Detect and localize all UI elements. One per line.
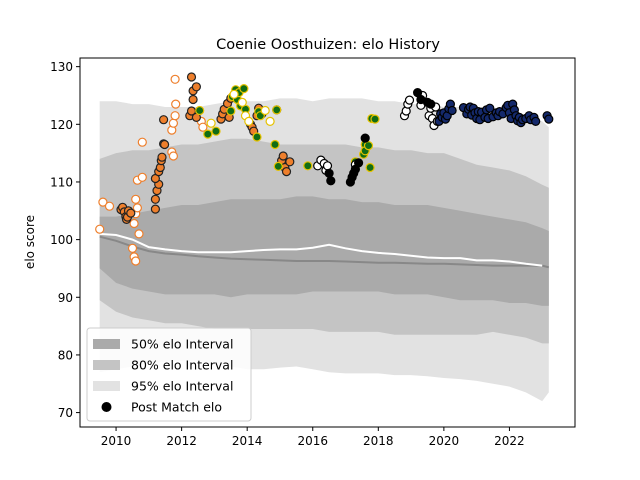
post-match-point	[203, 129, 213, 139]
x-tick-label: 2014	[232, 434, 263, 448]
post-match-point	[404, 95, 415, 105]
legend-label: Post Match elo	[131, 400, 222, 415]
legend-swatch	[93, 339, 120, 349]
legend-label: 95% elo Interval	[131, 379, 233, 394]
x-tick-label: 2020	[429, 434, 460, 448]
post-match-point	[237, 97, 247, 108]
post-match-point	[447, 105, 457, 116]
interval-bands	[99, 98, 549, 402]
post-match-point	[206, 118, 216, 128]
post-match-point	[303, 161, 313, 171]
post-match-point	[186, 72, 197, 82]
post-match-point	[137, 137, 147, 147]
post-match-point	[354, 158, 364, 168]
post-match-point	[281, 167, 292, 177]
legend: 50% elo Interval 80% elo Interval 95% elo …	[86, 327, 252, 422]
x-tick-label: 2010	[101, 434, 132, 448]
post-match-point	[191, 82, 201, 92]
average-elo-line	[99, 232, 543, 267]
plot-area	[79, 57, 576, 428]
post-match-point	[198, 122, 208, 132]
legend-box	[86, 327, 252, 422]
post-match-point	[211, 126, 221, 136]
post-match-point	[363, 141, 374, 151]
chart-title: Coenie Oosthuizen: elo History	[216, 37, 440, 53]
band-50	[99, 196, 549, 306]
post-match-point	[150, 204, 160, 214]
post-match-point	[531, 116, 541, 127]
post-match-point	[229, 89, 239, 99]
post-match-point	[95, 224, 105, 234]
elo-lines	[99, 232, 550, 269]
y-axis-label: elo score	[23, 215, 37, 269]
y-tick-label: 80	[58, 348, 73, 362]
x-tick-label: 2012	[166, 434, 197, 448]
post-match-point	[326, 176, 336, 186]
post-match-point	[150, 194, 160, 204]
post-match-point	[104, 201, 115, 211]
legend-items: 50% elo Interval 80% elo Interval 95% elo …	[93, 337, 233, 415]
post-match-point	[272, 105, 282, 115]
legend-label: 50% elo Interval	[131, 337, 233, 352]
x-axis: 2010 2012 2014 2016 2018 2020 2022	[101, 427, 525, 448]
legend-swatch	[93, 381, 120, 391]
post-match-point	[137, 172, 147, 182]
y-tick-label: 70	[58, 406, 73, 420]
post-match-point	[370, 114, 380, 124]
y-axis: 70 80 90 100 110 120 130	[50, 60, 80, 420]
legend-marker	[101, 402, 112, 412]
post-match-point	[270, 139, 280, 150]
post-match-point	[132, 203, 142, 213]
post-match-point	[127, 243, 138, 253]
post-match-point	[168, 118, 178, 128]
post-match-point	[134, 229, 144, 239]
post-match-point	[360, 133, 370, 143]
post-match-point	[285, 157, 295, 167]
post-match-point	[188, 94, 198, 105]
post-match-point	[239, 83, 249, 94]
post-match-point	[544, 114, 554, 124]
y-tick-label: 110	[50, 175, 73, 189]
post-match-point	[157, 152, 167, 162]
post-match-point	[129, 218, 139, 229]
post-match-point	[170, 111, 180, 121]
y-tick-label: 130	[50, 60, 73, 74]
x-tick-label: 2022	[494, 434, 525, 448]
median-elo-line	[99, 235, 550, 269]
post-match-point	[265, 116, 275, 127]
plot-frame	[79, 57, 576, 428]
post-match-point	[131, 256, 141, 266]
post-match-point	[244, 116, 254, 127]
post-match-point	[171, 99, 181, 109]
post-match-point	[126, 208, 136, 218]
x-tick-label: 2016	[297, 434, 328, 448]
post-match-point	[485, 103, 495, 113]
post-match-point	[426, 99, 436, 109]
post-match-point	[159, 115, 169, 125]
post-match-point	[98, 197, 108, 207]
post-match-point	[252, 132, 262, 142]
post-match-point	[226, 106, 236, 116]
post-match-point	[170, 74, 180, 84]
post-match-point	[131, 194, 141, 204]
post-match-point	[273, 161, 283, 171]
y-tick-label: 90	[58, 291, 73, 305]
post-match-point	[365, 162, 375, 173]
x-tick-label: 2018	[363, 434, 394, 448]
post-match-point	[324, 168, 334, 178]
post-match-point	[195, 105, 205, 116]
post-match-points	[95, 72, 554, 266]
post-match-point	[322, 161, 333, 171]
post-match-point	[160, 139, 170, 150]
post-match-point	[278, 151, 288, 161]
legend-label: 80% elo Interval	[131, 358, 233, 373]
y-tick-label: 120	[50, 118, 73, 132]
post-match-point	[168, 151, 178, 161]
legend-swatch	[93, 360, 120, 370]
y-tick-label: 100	[50, 233, 73, 247]
post-match-point	[260, 105, 270, 116]
